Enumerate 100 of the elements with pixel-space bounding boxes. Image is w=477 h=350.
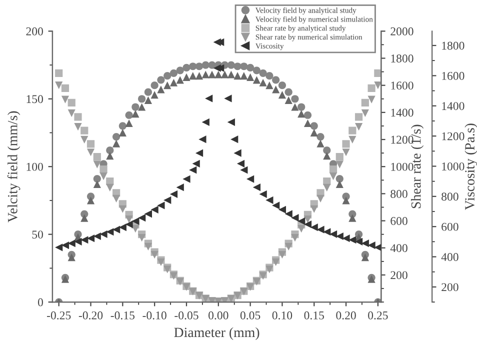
point bbox=[323, 146, 331, 154]
point bbox=[310, 122, 318, 130]
point bbox=[100, 166, 108, 174]
point bbox=[348, 136, 356, 144]
point bbox=[304, 215, 312, 224]
point bbox=[336, 160, 344, 168]
point bbox=[176, 76, 184, 84]
point bbox=[284, 242, 292, 250]
point bbox=[100, 230, 108, 238]
point bbox=[182, 73, 190, 82]
y2-tick-label: 1400 bbox=[391, 108, 414, 117]
point bbox=[112, 132, 120, 141]
point bbox=[348, 126, 356, 134]
point bbox=[336, 180, 344, 188]
point bbox=[157, 202, 165, 210]
point bbox=[304, 111, 312, 119]
y-tick-label: 150 bbox=[26, 95, 43, 104]
point bbox=[310, 205, 318, 213]
point bbox=[170, 190, 178, 198]
point bbox=[374, 69, 382, 77]
y3-tick-label: 1800 bbox=[442, 42, 464, 50]
x-tick-label: 0.25 bbox=[368, 311, 388, 320]
point bbox=[284, 96, 292, 104]
point bbox=[150, 250, 158, 259]
x-tick-label: -0.05 bbox=[174, 311, 198, 320]
point bbox=[176, 66, 184, 74]
point bbox=[240, 166, 248, 174]
y3-tick-label: 600 bbox=[442, 222, 458, 231]
point bbox=[316, 132, 324, 141]
x-tick-label: -0.25 bbox=[46, 311, 71, 320]
point bbox=[106, 152, 114, 160]
point bbox=[118, 205, 126, 213]
point bbox=[198, 136, 206, 144]
point bbox=[272, 258, 280, 266]
y-axis-title: Velcity field (mm/s) bbox=[7, 111, 20, 222]
point bbox=[106, 146, 114, 154]
point bbox=[284, 210, 292, 218]
point bbox=[125, 111, 133, 119]
point bbox=[374, 82, 382, 90]
point bbox=[189, 62, 197, 70]
point bbox=[278, 82, 286, 90]
y2-tick-label: 1200 bbox=[391, 136, 414, 144]
y3-tick-label: 1000 bbox=[442, 162, 464, 170]
x-tick-label: -0.10 bbox=[142, 311, 166, 320]
point bbox=[125, 215, 133, 224]
point bbox=[150, 91, 158, 99]
point bbox=[132, 110, 140, 118]
y-tick-label: 200 bbox=[26, 27, 43, 36]
point bbox=[144, 96, 152, 104]
point bbox=[246, 73, 254, 82]
point bbox=[68, 109, 76, 118]
point bbox=[61, 96, 70, 104]
point bbox=[164, 82, 172, 90]
x-tick-label: 0.20 bbox=[336, 311, 356, 320]
point bbox=[278, 206, 286, 214]
point bbox=[74, 122, 82, 131]
point bbox=[86, 196, 95, 204]
point bbox=[118, 128, 126, 137]
point bbox=[298, 224, 306, 233]
point bbox=[55, 69, 63, 77]
point bbox=[106, 184, 114, 192]
point bbox=[272, 202, 280, 210]
x-tick-label: 0.05 bbox=[240, 311, 260, 320]
point bbox=[118, 122, 126, 130]
point bbox=[266, 196, 274, 204]
point bbox=[304, 220, 312, 228]
point bbox=[132, 224, 140, 233]
point bbox=[336, 153, 344, 161]
point bbox=[192, 160, 200, 168]
point bbox=[112, 140, 120, 148]
point bbox=[182, 64, 190, 72]
point bbox=[157, 258, 165, 266]
point bbox=[368, 96, 376, 104]
point bbox=[298, 110, 306, 118]
point bbox=[236, 160, 245, 168]
point bbox=[74, 238, 82, 246]
point bbox=[342, 148, 350, 156]
point bbox=[138, 95, 146, 103]
point bbox=[68, 98, 76, 106]
y2-tick-label: 1800 bbox=[391, 54, 414, 62]
y2-tick-label: 1600 bbox=[391, 82, 414, 90]
point bbox=[259, 190, 267, 198]
point bbox=[284, 88, 292, 96]
point bbox=[259, 69, 267, 77]
point bbox=[164, 196, 172, 204]
y3-tick-label: 400 bbox=[441, 253, 458, 261]
point bbox=[93, 174, 101, 183]
point bbox=[150, 206, 158, 214]
point bbox=[93, 160, 101, 168]
point bbox=[208, 70, 216, 78]
point bbox=[329, 172, 338, 180]
point bbox=[144, 88, 152, 96]
point bbox=[202, 118, 210, 126]
y2-tick-label: 800 bbox=[390, 190, 408, 198]
point bbox=[240, 62, 248, 70]
point bbox=[323, 152, 331, 160]
point bbox=[176, 184, 184, 192]
point bbox=[348, 214, 356, 222]
x-tick-label: 0.15 bbox=[304, 311, 324, 320]
point bbox=[342, 234, 350, 242]
